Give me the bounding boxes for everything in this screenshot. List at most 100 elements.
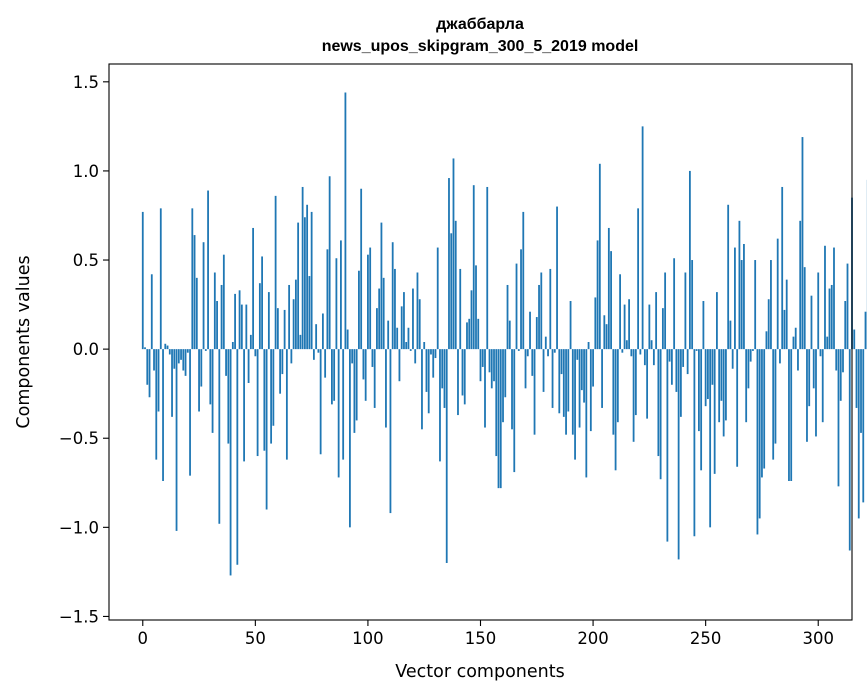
bar-150 [479,349,482,382]
bar-72 [303,217,306,350]
bar-172 [529,311,531,350]
bar-82 [326,249,329,350]
bar-109 [387,320,390,350]
bar-226 [650,340,653,350]
bar-103 [373,349,376,408]
bar-11 [166,345,169,350]
bar-58 [272,349,275,426]
bar-321 [864,311,867,350]
bar-41 [234,293,236,350]
bar-96 [358,270,360,350]
bar-213 [621,349,624,353]
bar-160 [502,349,504,423]
bar-296 [808,349,811,407]
x-tick-label: 50 [245,629,266,648]
bar-131 [436,247,439,350]
bar-65 [288,284,291,350]
bar-275 [761,349,763,478]
bar-97 [360,188,363,350]
bar-196 [583,349,585,403]
x-tick-label: 0 [138,629,149,648]
bar-107 [382,277,385,350]
bar-56 [267,292,270,350]
bar-141 [459,268,462,350]
bar-320 [862,349,865,503]
bar-7 [157,349,160,412]
y-tick-label: −1.0 [59,518,99,537]
bar-158 [497,349,500,489]
y-tick-label: −1.5 [59,607,99,626]
bar-282 [776,238,779,350]
bar-113 [396,327,399,350]
bar-45 [243,349,245,462]
bar-84 [331,349,333,405]
bar-198 [587,342,590,350]
bar-134 [443,349,446,408]
bar-25 [198,349,200,412]
bar-201 [594,297,597,350]
bar-43 [238,290,241,350]
bar-38 [227,349,230,444]
bar-284 [781,186,784,350]
bar-217 [630,349,633,357]
bar-17 [180,349,182,360]
bar-123 [418,299,421,350]
bar-18 [182,349,185,371]
bar-314 [848,349,851,551]
bar-94 [353,349,356,433]
bar-174 [533,349,536,435]
bar-167 [517,349,520,351]
bar-81 [324,349,327,378]
bar-287 [788,349,790,481]
y-tick-label: 1.5 [73,73,99,92]
bar-166 [515,263,518,350]
bar-133 [441,349,444,389]
bar-204 [601,349,603,408]
bar-68 [294,279,297,350]
bar-220 [637,208,640,350]
bar-0 [141,211,144,350]
bar-143 [463,349,466,405]
bar-136 [448,178,450,350]
bar-197 [585,349,588,478]
bar-290 [794,327,797,350]
bar-269 [747,349,750,389]
bar-305 [828,288,831,350]
bar-224 [646,349,649,419]
bar-240 [682,349,685,367]
bar-307 [833,247,835,350]
bar-98 [362,349,365,380]
bar-106 [380,222,383,350]
bar-194 [578,349,581,428]
bar-52 [258,283,261,350]
bar-271 [752,349,754,351]
bar-239 [679,349,682,417]
bar-312 [844,301,847,350]
bar-73 [306,204,309,350]
bar-154 [488,349,491,373]
bar-70 [299,334,302,350]
bar-272 [754,260,757,350]
bar-203 [598,163,601,350]
bar-278 [767,299,770,350]
bar-208 [610,251,612,350]
bar-147 [472,185,475,350]
bar-266 [740,260,743,350]
bar-310 [839,349,842,401]
bar-111 [391,242,394,350]
bar-44 [240,304,243,350]
bar-274 [758,349,761,519]
bar-122 [416,272,419,350]
bar-142 [461,349,464,396]
bar-170 [524,349,527,389]
bar-182 [551,349,554,408]
bar-279 [770,260,772,350]
bar-210 [614,349,617,471]
bar-297 [810,295,813,350]
bar-222 [641,126,644,350]
bar-261 [729,320,732,350]
bar-67 [292,299,295,350]
bar-191 [571,349,574,435]
bar-215 [625,340,628,350]
bar-110 [389,349,392,514]
